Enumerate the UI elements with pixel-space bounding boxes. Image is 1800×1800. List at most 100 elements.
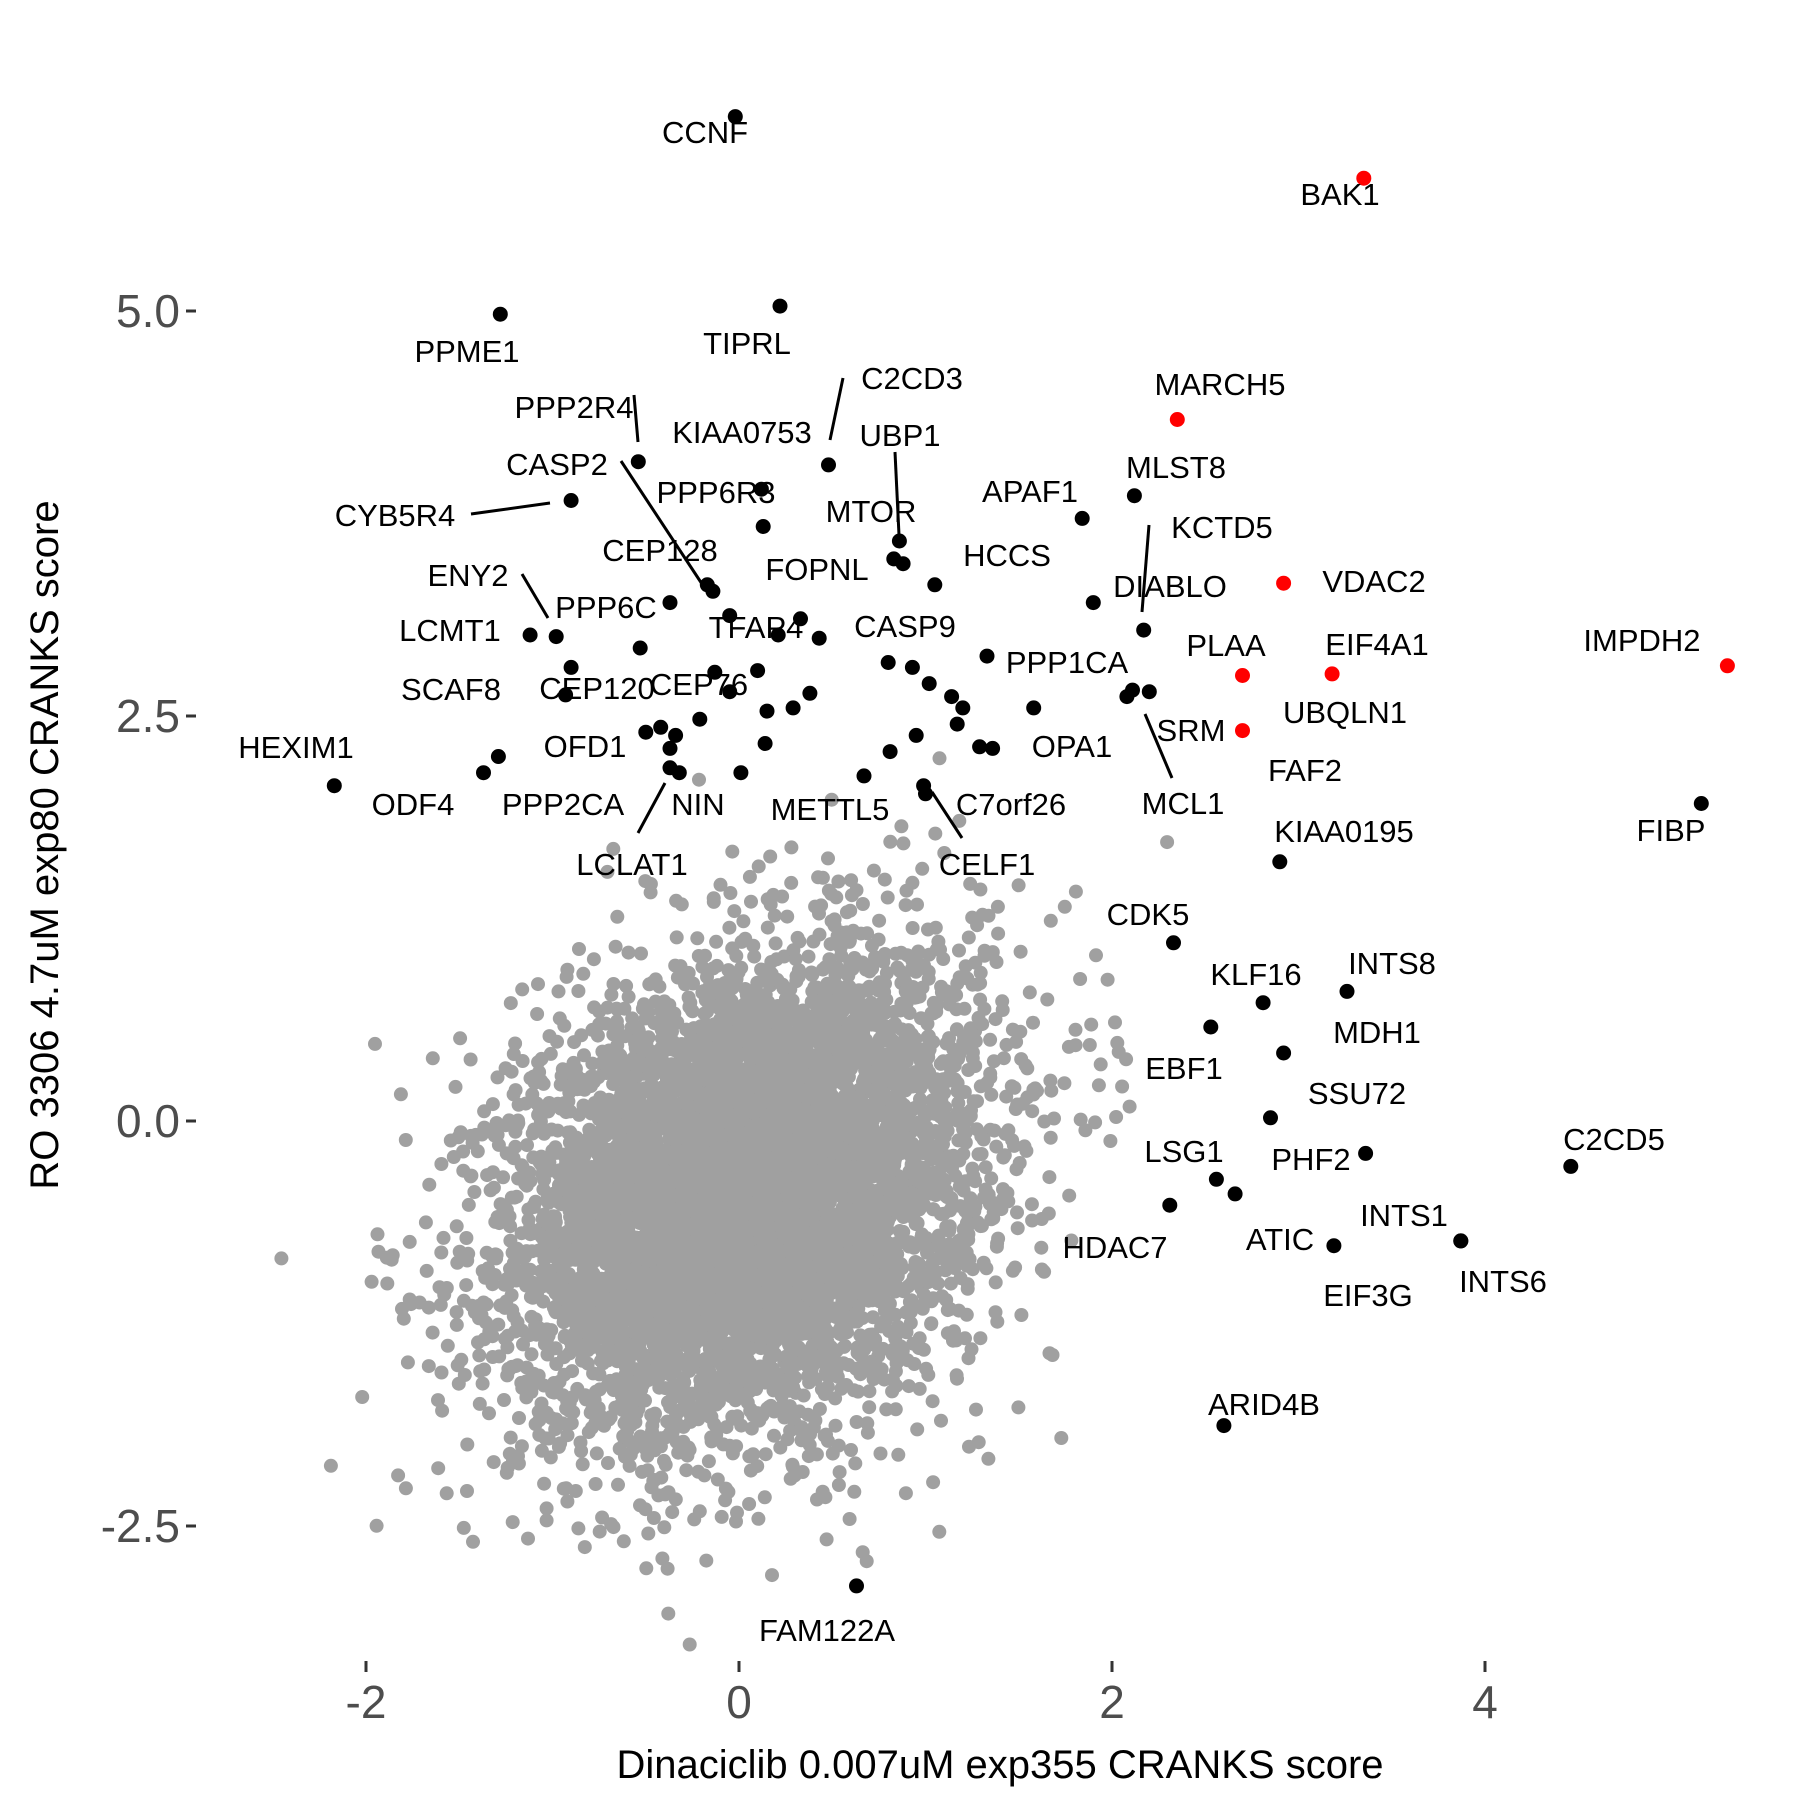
background-point [847,1484,862,1499]
background-point [984,1171,999,1186]
background-point [646,1511,661,1525]
background-point [641,1526,656,1541]
background-point [977,943,992,958]
background-point [592,1524,607,1539]
background-point [963,876,978,891]
background-point [422,1177,437,1192]
background-point [537,1476,552,1491]
background-point [436,1230,451,1245]
background-point [668,958,683,973]
background-point [690,931,705,946]
background-point [1025,1104,1040,1119]
background-point [571,984,586,998]
background-point [832,1465,847,1480]
background-point [829,890,844,905]
background-point [1093,1057,1108,1072]
background-point [565,1364,580,1379]
background-point [976,1255,991,1270]
background-point [942,1223,957,1238]
background-point [973,882,988,897]
background-point [460,1484,474,1498]
background-point [577,1540,592,1555]
background-point [801,949,816,964]
background-point [610,909,625,924]
background-point [910,1422,925,1437]
background-point [932,1524,947,1539]
background-point [611,1477,625,1492]
background-point [1000,1186,1015,1200]
background-point [784,875,799,890]
background-point [846,1383,861,1398]
background-point [508,1036,523,1051]
background-point [838,1338,852,1353]
background-point [968,1059,983,1073]
background-point [644,1480,659,1495]
background-point [385,1248,400,1263]
background-point [595,1510,610,1525]
background-point [872,913,887,928]
background-point [921,1367,936,1382]
background-point [709,934,724,949]
background-point [714,1509,729,1524]
background-point [978,1160,993,1175]
background-point [751,1511,766,1526]
background-point [446,1150,461,1164]
background-point [1043,1073,1058,1088]
background-point [368,1036,382,1051]
background-point [999,1089,1014,1104]
background-point [668,1492,683,1507]
background-point [434,1245,449,1260]
background-point [601,1456,615,1470]
background-point [821,851,835,866]
background-point [621,989,636,1004]
background-point [621,945,636,960]
background-point [1160,835,1175,850]
background-point [524,1347,539,1362]
background-point [448,1079,463,1094]
background-point [493,1298,508,1313]
background-point [530,1007,545,1021]
background-point [679,1463,694,1478]
background-point [898,898,913,913]
background-point [910,897,924,912]
background-point [865,938,879,953]
background-point [467,1185,482,1199]
background-point [1005,1022,1020,1037]
background-point [502,1446,517,1461]
background-point [391,1468,406,1483]
background-point [866,863,881,878]
background-point [777,1410,792,1425]
background-point [789,974,804,989]
background-point [929,1004,944,1019]
background-point [943,1276,958,1291]
background-point [1022,985,1037,1000]
background-point [713,877,728,892]
background-point [767,908,782,923]
background-point [499,1465,514,1480]
background-point [742,1497,757,1511]
background-point [514,1439,529,1454]
background-point [824,792,839,807]
background-point [765,1568,779,1583]
background-point [877,872,892,887]
background-point [819,1427,833,1442]
background-point [585,1056,600,1071]
background-point [492,1349,507,1364]
background-point [780,909,795,924]
background-point [370,1227,385,1242]
background-point [807,980,822,995]
background-point [393,1087,408,1102]
background-point [1024,1197,1039,1212]
background-point [723,886,738,900]
background-point [518,1177,533,1191]
background-point [1082,1038,1097,1052]
background-point [699,1553,714,1568]
background-point [371,1244,386,1259]
background-point [450,1358,465,1373]
background-point [472,1396,487,1411]
background-point [682,1637,697,1652]
background-point [512,1411,526,1425]
background-point [451,1376,466,1391]
background-point [539,1501,554,1516]
background-point [814,898,829,913]
